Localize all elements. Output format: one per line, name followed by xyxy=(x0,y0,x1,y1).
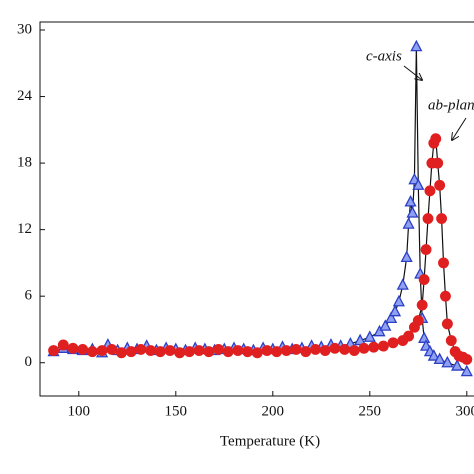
triangle-marker xyxy=(385,311,398,324)
annotation-arrow xyxy=(403,65,422,80)
circle-marker xyxy=(145,345,157,356)
annotation: ab-plane xyxy=(428,97,474,113)
circle-marker xyxy=(57,339,69,351)
circle-marker xyxy=(222,346,234,358)
y-tick-label: 0 xyxy=(25,354,33,370)
circle-marker xyxy=(310,343,321,355)
circle-marker xyxy=(280,345,292,356)
circle-marker xyxy=(412,315,424,327)
triangle-marker xyxy=(396,278,409,290)
circle-marker xyxy=(213,343,224,355)
triangle-marker xyxy=(427,349,440,361)
circle-marker xyxy=(422,213,434,224)
circle-marker xyxy=(432,157,444,169)
circle-marker xyxy=(368,341,380,353)
circle-marker xyxy=(251,347,263,359)
triangle-marker xyxy=(406,206,419,218)
triangle-marker xyxy=(410,39,423,52)
circle-marker xyxy=(348,345,360,356)
x-tick-label: 250 xyxy=(359,403,382,419)
circle-marker xyxy=(434,179,446,191)
circle-marker xyxy=(48,345,60,356)
triangle-marker xyxy=(441,355,454,368)
triangle-marker xyxy=(412,178,425,190)
circle-marker xyxy=(67,342,79,354)
circle-marker xyxy=(387,337,399,349)
y-tick-label: 12 xyxy=(17,221,32,237)
triangle-marker xyxy=(433,352,446,365)
circle-marker xyxy=(164,345,176,356)
circle-marker xyxy=(183,346,195,358)
circle-marker xyxy=(440,290,451,302)
y-tick-label: 24 xyxy=(17,88,33,104)
circle-marker xyxy=(436,213,448,224)
triangle-marker xyxy=(392,294,405,307)
circle-marker xyxy=(116,347,127,359)
circle-marker xyxy=(290,343,302,355)
circle-marker xyxy=(106,343,118,355)
circle-marker xyxy=(339,343,351,355)
series-line xyxy=(53,138,468,360)
triangle-marker xyxy=(400,250,413,263)
circle-marker xyxy=(416,299,428,311)
y-tick-label: 30 xyxy=(17,21,32,37)
circle-marker xyxy=(135,343,147,355)
circle-marker xyxy=(319,345,331,356)
circle-marker xyxy=(403,330,415,342)
circle-marker xyxy=(154,346,166,358)
annotation: c-axis xyxy=(366,48,402,64)
circle-marker xyxy=(77,343,89,355)
circle-marker xyxy=(438,257,449,269)
triangle-marker xyxy=(363,330,376,342)
circle-marker xyxy=(430,133,442,145)
circle-marker xyxy=(96,345,108,356)
circle-marker xyxy=(424,185,436,197)
triangle-marker xyxy=(388,304,402,317)
circle-marker xyxy=(86,346,98,358)
triangle-marker xyxy=(451,359,464,371)
triangle-marker xyxy=(404,195,417,207)
circle-marker xyxy=(441,318,453,330)
x-tick-label: 200 xyxy=(262,403,285,419)
triangle-marker xyxy=(402,217,415,229)
triangle-marker xyxy=(373,324,386,337)
circle-marker xyxy=(420,244,432,256)
circle-marker xyxy=(377,340,389,352)
x-tick-label: 300 xyxy=(456,403,474,419)
x-tick-label: 150 xyxy=(165,403,188,419)
circle-marker xyxy=(358,342,370,354)
circle-marker xyxy=(261,345,273,356)
triangle-marker xyxy=(418,331,431,343)
triangle-marker xyxy=(379,319,392,331)
circle-marker xyxy=(329,342,341,354)
circle-marker xyxy=(203,346,215,358)
plot-frame xyxy=(39,21,474,397)
y-tick-label: 18 xyxy=(17,155,32,171)
series-line xyxy=(53,46,468,373)
circle-marker xyxy=(125,346,137,358)
circle-marker xyxy=(271,346,283,358)
circle-marker xyxy=(174,347,186,359)
annotation-arrow xyxy=(452,117,467,140)
circle-marker xyxy=(193,345,205,356)
circle-marker xyxy=(232,345,244,356)
x-tick-label: 100 xyxy=(68,403,91,419)
circle-marker xyxy=(418,274,430,285)
circle-marker xyxy=(461,353,473,365)
y-tick-label: 6 xyxy=(25,288,33,304)
circle-marker xyxy=(445,335,457,346)
x-axis-label: Temperature (K) xyxy=(220,433,320,449)
circle-marker xyxy=(300,346,312,358)
triangle-marker xyxy=(460,364,473,377)
circle-marker xyxy=(242,346,254,358)
